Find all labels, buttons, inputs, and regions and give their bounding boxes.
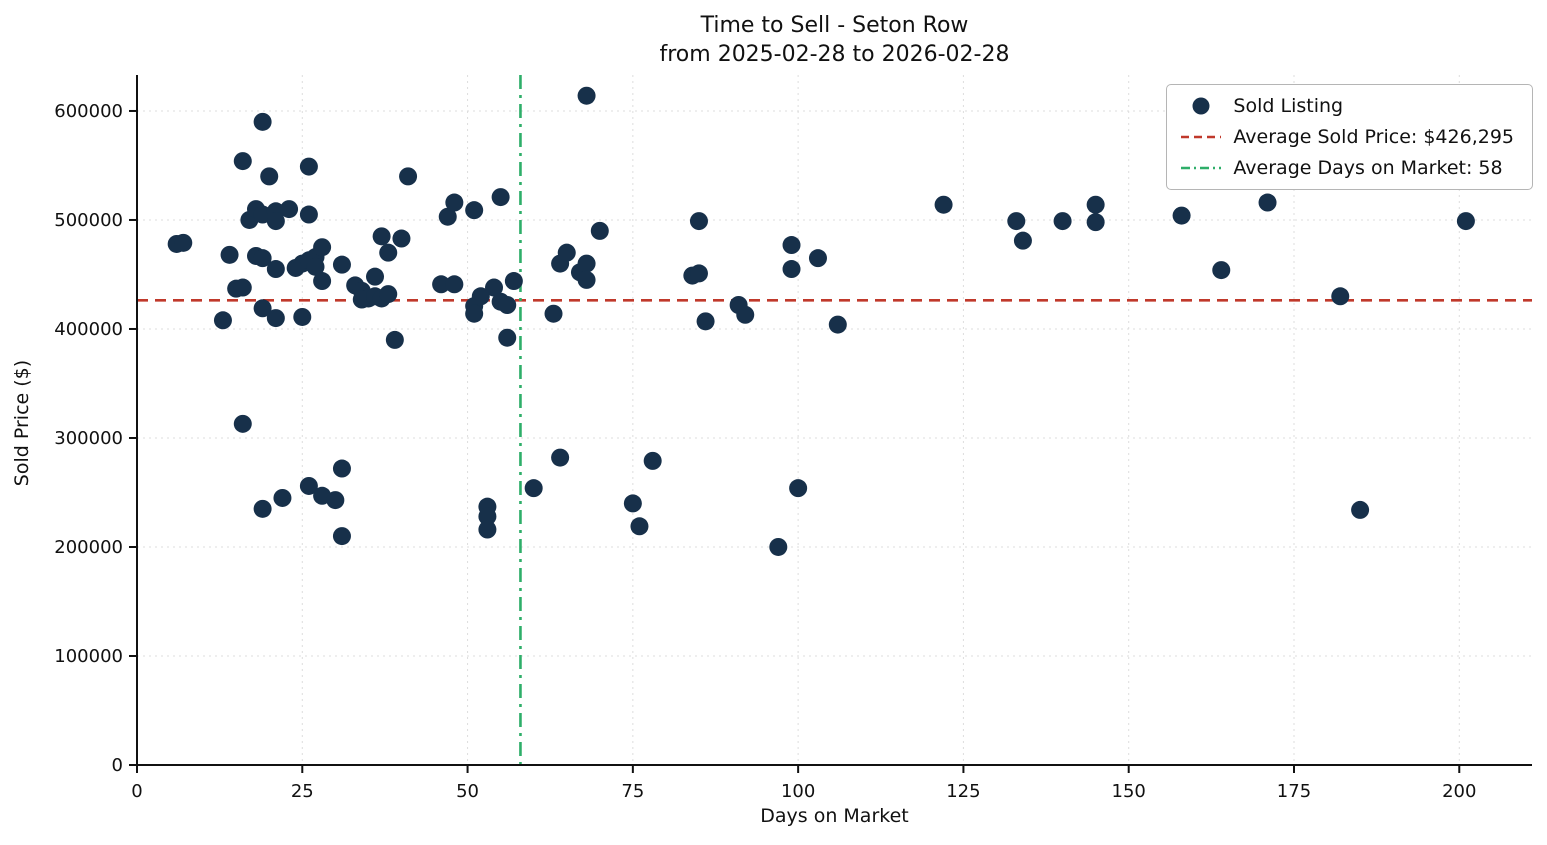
svg-text:100000: 100000 [54,646,123,667]
svg-text:400000: 400000 [54,319,123,340]
svg-text:0: 0 [112,755,123,776]
svg-text:0: 0 [131,781,142,802]
chart-title-block: Time to Sell - Seton Row from 2025-02-28… [137,12,1532,69]
svg-text:600000: 600000 [54,101,123,122]
axes: 0 25 50 75 100 125 150 175 200 0 100000 200000 30000… [54,75,1532,802]
svg-text:50: 50 [456,781,479,802]
legend-item-average-price: Average Sold Price: $426,295 [1179,126,1514,148]
svg-text:75: 75 [621,781,644,802]
legend-item-sold-listing: Sold Listing [1179,95,1514,117]
legend-label-average-price: Average Sold Price: $426,295 [1233,126,1514,148]
svg-text:150: 150 [1112,781,1146,802]
average-lines [137,75,1532,765]
svg-text:200: 200 [1442,781,1476,802]
svg-text:200000: 200000 [54,537,123,558]
svg-text:300000: 300000 [54,428,123,449]
legend-label-average-days: Average Days on Market: 58 [1233,157,1503,179]
y-axis-label: Sold Price ($) [11,359,33,487]
average-price-dashed-line-icon [1181,135,1222,139]
chart-title: Time to Sell - Seton Row [700,13,969,38]
svg-text:100: 100 [781,781,815,802]
legend: Sold Listing Average Sold Price: $426,29… [1166,84,1533,190]
scatter-points [167,86,1475,556]
x-axis-label: Days on Market [760,805,909,827]
legend-label-sold-listing: Sold Listing [1233,95,1344,117]
legend-item-average-days: Average Days on Market: 58 [1179,157,1514,179]
svg-text:25: 25 [291,781,314,802]
svg-text:500000: 500000 [54,210,123,231]
sold-listing-dot-icon [1192,97,1210,115]
svg-text:125: 125 [946,781,980,802]
svg-text:175: 175 [1277,781,1311,802]
chart-subtitle: from 2025-02-28 to 2026-02-28 [659,41,1010,67]
average-days-dashdot-line-icon [1181,166,1222,170]
